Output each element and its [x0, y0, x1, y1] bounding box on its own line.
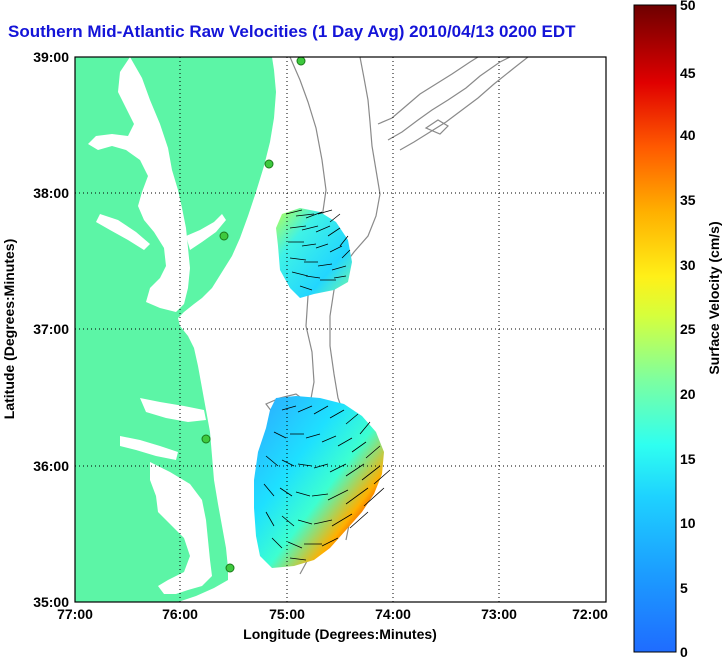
y-axis: 39:00 38:00 37:00 36:00 35:00 Latitude (… — [1, 49, 69, 610]
x-tick-label: 77:00 — [57, 606, 93, 622]
x-tick-label: 72:00 — [572, 606, 608, 622]
shore-stations — [201, 57, 306, 573]
x-tick-label: 76:00 — [162, 606, 198, 622]
sound-inlet — [120, 436, 178, 460]
grid-lines — [75, 57, 606, 602]
colorbar-tick-label: 20 — [680, 386, 696, 402]
colorbar-tick-label: 45 — [680, 65, 696, 81]
colorbar-tick-label: 10 — [680, 515, 696, 531]
colorbar-tick-label: 5 — [680, 580, 688, 596]
colorbar: 50 45 40 35 30 25 20 15 10 5 0 Surface V… — [633, 0, 722, 659]
colorbar-tick-label: 15 — [680, 451, 696, 467]
map-title: Southern Mid-Atlantic Raw Velocities (1 … — [8, 22, 576, 41]
x-axis: 77:00 76:00 75:00 74:00 73:00 72:00 Long… — [57, 606, 608, 642]
velocity-field-north — [276, 208, 352, 298]
colorbar-tick-label: 0 — [680, 644, 688, 659]
colorbar-label: Surface Velocity (cm/s) — [706, 221, 722, 374]
chesapeake-tributary — [186, 214, 226, 250]
chesapeake-tributary-2 — [96, 214, 150, 250]
colorbar-tick-label: 40 — [680, 127, 696, 143]
albemarle-sound — [140, 398, 206, 422]
colorbar-tick-label: 35 — [680, 192, 696, 208]
y-tick-label: 39:00 — [33, 49, 69, 65]
y-tick-label: 36:00 — [33, 458, 69, 474]
y-tick-label: 38:00 — [33, 185, 69, 201]
colorbar-scale — [633, 4, 677, 653]
colorbar-tick-label: 30 — [680, 257, 696, 273]
station-marker[interactable] — [225, 563, 235, 573]
y-tick-label: 35:00 — [33, 594, 69, 610]
x-tick-label: 75:00 — [269, 606, 305, 622]
x-axis-label: Longitude (Degrees:Minutes) — [243, 626, 437, 642]
pamlico-sound — [150, 462, 212, 594]
chesapeake-bay — [88, 57, 190, 312]
station-marker[interactable] — [296, 57, 306, 66]
x-tick-label: 73:00 — [481, 606, 517, 622]
y-tick-label: 37:00 — [33, 321, 69, 337]
colorbar-tick-label: 25 — [680, 321, 696, 337]
plot-frame — [74, 56, 607, 603]
x-tick-label: 74:00 — [375, 606, 411, 622]
station-marker[interactable] — [264, 159, 274, 169]
colorbar-tick-label: 50 — [680, 0, 696, 13]
y-axis-label: Latitude (Degrees:Minutes) — [1, 239, 17, 419]
station-marker[interactable] — [201, 434, 211, 444]
station-marker[interactable] — [219, 231, 229, 241]
